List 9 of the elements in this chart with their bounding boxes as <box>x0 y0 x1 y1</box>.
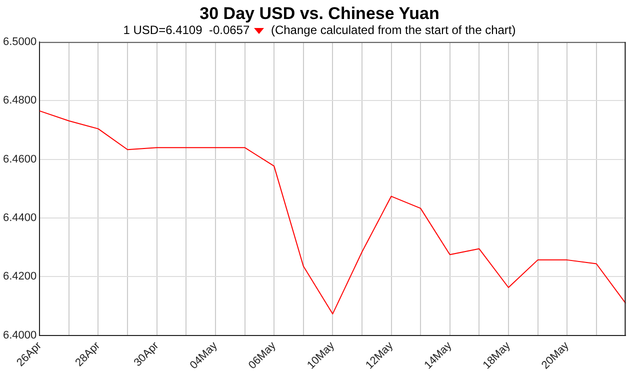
y-tick-label: 6.4200 <box>2 270 37 283</box>
chart-subtitle: 1 USD=6.4109 -0.0657 <box>123 23 250 37</box>
chart-title: 30 Day USD vs. Chinese Yuan <box>198 4 440 24</box>
y-tick-label: 6.5000 <box>2 36 37 48</box>
y-tick-label: 6.4400 <box>2 212 37 224</box>
text: (Change calculated from the start of the chart) <box>270 23 516 37</box>
y-tick-label: 6.4800 <box>2 94 37 107</box>
y-tick-label: 6.4000 <box>2 329 37 342</box>
y-tick-label: 6.4600 <box>2 153 37 166</box>
